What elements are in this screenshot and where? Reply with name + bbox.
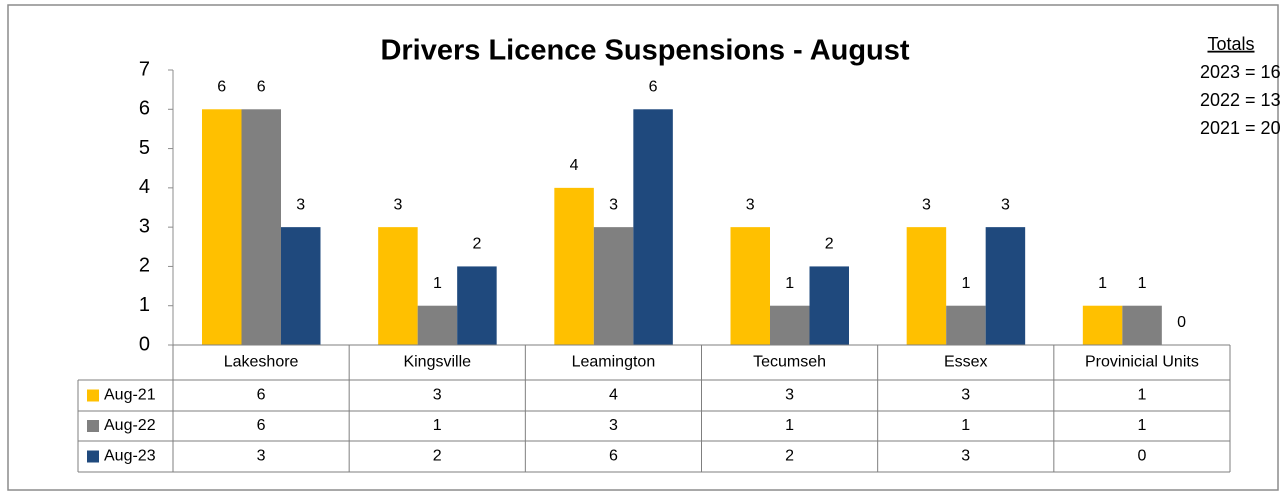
legend-label: Aug-21 — [104, 387, 156, 404]
table-cell: 1 — [1137, 417, 1146, 434]
bar — [241, 109, 281, 346]
table-cell: 6 — [609, 448, 618, 465]
annotation: Totals — [1207, 34, 1254, 54]
bar — [554, 187, 594, 345]
legend-swatch — [87, 389, 99, 402]
data-label: 3 — [1001, 196, 1010, 213]
table-cell: 2 — [785, 448, 794, 465]
bar — [1082, 305, 1123, 345]
y-tick-label: 3 — [139, 215, 150, 237]
bar — [417, 305, 458, 345]
chart-title: Drivers Licence Suspensions - August — [380, 35, 909, 67]
y-tick-label: 2 — [139, 255, 150, 277]
bar — [770, 305, 810, 345]
data-label: 3 — [746, 196, 755, 213]
bar — [985, 227, 1026, 345]
bar — [593, 227, 634, 345]
table-cell: 2 — [433, 448, 442, 465]
y-tick-label: 7 — [139, 58, 150, 80]
table-cell: 1 — [785, 417, 794, 434]
data-label: 6 — [217, 79, 226, 96]
annotation: 2023 = 16 — [1200, 62, 1281, 82]
table-cell: 1 — [1137, 387, 1146, 404]
x-tick-label: Tecumseh — [753, 354, 826, 371]
legend-swatch — [87, 420, 99, 432]
legend-swatch — [87, 450, 99, 463]
table-cell: 3 — [609, 417, 618, 434]
y-tick-label: 4 — [139, 176, 150, 198]
y-tick-label: 5 — [139, 137, 150, 159]
table-cell: 3 — [257, 448, 266, 465]
data-label: 4 — [570, 157, 579, 174]
x-tick-label: Provinicial Units — [1085, 354, 1199, 371]
x-tick-label: Lakeshore — [224, 354, 299, 371]
table-cell: 3 — [433, 387, 442, 404]
x-tick-label: Leamington — [572, 354, 656, 371]
bar — [202, 109, 242, 346]
table-cell: 3 — [961, 448, 970, 465]
y-tick-label: 6 — [139, 98, 150, 120]
data-label: 1 — [1098, 275, 1107, 292]
x-tick-label: Kingsville — [403, 354, 471, 371]
bar — [633, 109, 673, 346]
data-label: 3 — [609, 196, 618, 213]
bar — [906, 227, 947, 345]
legend-label: Aug-22 — [104, 417, 156, 434]
bar — [730, 227, 770, 345]
bar — [1122, 305, 1162, 345]
table-cell: 0 — [1137, 448, 1146, 465]
bar — [946, 305, 986, 345]
data-label: 1 — [433, 275, 442, 292]
bar — [378, 227, 418, 345]
x-tick-label: Essex — [944, 354, 988, 371]
data-label: 1 — [961, 275, 970, 292]
table-cell: 3 — [961, 387, 970, 404]
table-cell: 1 — [433, 417, 442, 434]
table-cell: 4 — [609, 387, 618, 404]
y-tick-label: 1 — [139, 294, 150, 316]
data-label: 2 — [825, 236, 834, 253]
table-cell: 6 — [257, 417, 266, 434]
bar — [809, 266, 849, 345]
y-tick-label: 0 — [139, 333, 150, 355]
data-label: 6 — [257, 79, 266, 96]
data-label: 3 — [393, 196, 402, 213]
data-label: 2 — [472, 236, 481, 253]
annotation: 2022 = 13 — [1200, 90, 1281, 110]
annotation: 2021 = 20 — [1200, 118, 1281, 138]
legend-label: Aug-23 — [104, 448, 156, 465]
data-label: 0 — [1177, 314, 1186, 331]
table-cell: 3 — [785, 387, 794, 404]
data-label: 1 — [785, 275, 794, 292]
data-label: 3 — [296, 196, 305, 213]
table-cell: 1 — [961, 417, 970, 434]
bar — [281, 227, 321, 345]
data-label: 6 — [649, 79, 658, 96]
data-label: 1 — [1138, 275, 1147, 292]
bar — [457, 266, 497, 345]
data-label: 3 — [922, 196, 931, 213]
table-cell: 6 — [257, 387, 266, 404]
